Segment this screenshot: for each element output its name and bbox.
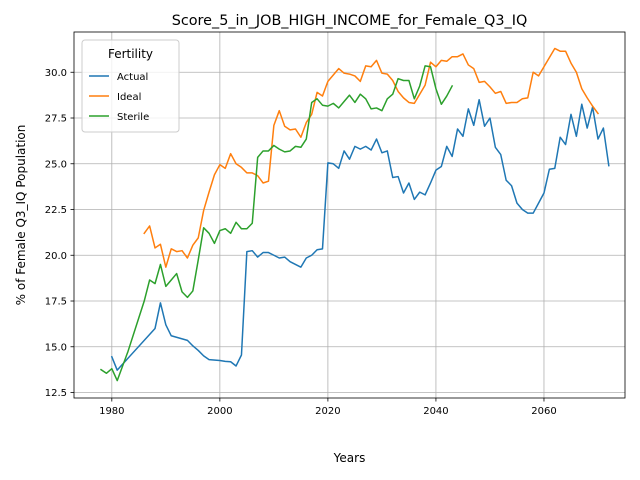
y-tick-label: 15.0 — [45, 342, 67, 353]
x-axis-ticks: 1980 2000 2020 2040 2060 — [99, 398, 557, 417]
legend-label-sterile: Sterile — [117, 112, 149, 123]
plot-frame — [73, 31, 626, 399]
series-lines — [99, 47, 610, 382]
y-tick-label: 25.0 — [45, 159, 67, 170]
series-line-ideal — [143, 47, 600, 268]
series-line-sterile — [99, 65, 454, 382]
legend-label-ideal: Ideal — [117, 92, 141, 103]
y-tick-label: 12.5 — [45, 388, 67, 399]
y-tick-label: 17.5 — [45, 297, 67, 308]
legend-label-actual: Actual — [117, 72, 148, 83]
legend: Fertility Actual Ideal Sterile — [81, 39, 180, 133]
series-line-actual — [110, 98, 610, 371]
chart-title: Score_5_in_JOB_HIGH_INCOME_for_Female_Q3… — [172, 13, 528, 29]
y-tick-label: 22.5 — [45, 205, 67, 216]
x-tick-label: 2040 — [423, 406, 448, 417]
legend-title: Fertility — [108, 47, 153, 61]
x-tick-label: 2000 — [207, 406, 232, 417]
y-tick-label: 20.0 — [45, 251, 67, 262]
x-tick-label: 2060 — [531, 406, 556, 417]
x-axis-label: Years — [333, 451, 366, 465]
legend-box — [81, 39, 180, 133]
y-tick-label: 27.5 — [45, 114, 67, 125]
y-axis-ticks: 12.5 15.0 17.5 20.0 22.5 25.0 27.5 30.0 — [45, 68, 74, 399]
x-tick-label: 1980 — [99, 406, 124, 417]
y-tick-label: 30.0 — [45, 68, 67, 79]
y-axis-label: % of Female Q3_IQ Population — [14, 125, 28, 306]
x-tick-label: 2020 — [315, 406, 340, 417]
legend-items: Actual Ideal Sterile — [89, 72, 149, 123]
